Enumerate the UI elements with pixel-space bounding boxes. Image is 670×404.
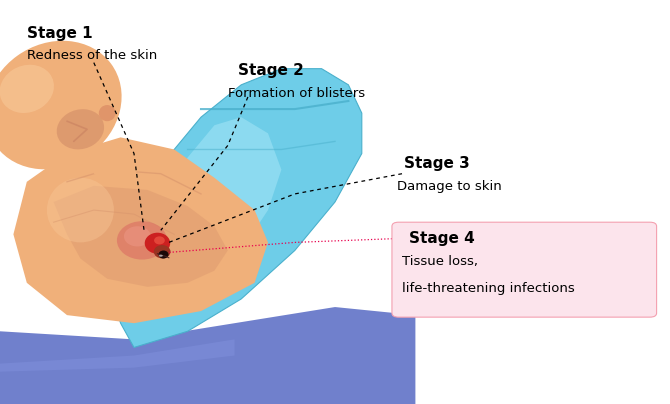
Ellipse shape — [99, 105, 116, 121]
Polygon shape — [94, 145, 141, 182]
Text: Stage 2: Stage 2 — [238, 63, 304, 78]
Ellipse shape — [154, 236, 165, 244]
Text: Stage 4: Stage 4 — [409, 231, 474, 246]
Text: Damage to skin: Damage to skin — [397, 180, 502, 193]
Polygon shape — [147, 117, 281, 291]
Ellipse shape — [0, 65, 54, 113]
Text: life-threatening infections: life-threatening infections — [402, 282, 575, 295]
Text: Stage 3: Stage 3 — [404, 156, 470, 170]
Text: Stage 1: Stage 1 — [27, 26, 92, 41]
Ellipse shape — [117, 221, 168, 259]
Polygon shape — [0, 339, 234, 372]
Ellipse shape — [47, 178, 114, 242]
Ellipse shape — [159, 255, 163, 257]
Text: Formation of blisters: Formation of blisters — [228, 87, 365, 100]
Ellipse shape — [57, 109, 104, 149]
Ellipse shape — [124, 226, 151, 246]
Text: Tissue loss,: Tissue loss, — [402, 255, 478, 268]
Polygon shape — [54, 186, 228, 287]
Ellipse shape — [145, 233, 170, 254]
FancyBboxPatch shape — [392, 222, 657, 317]
Ellipse shape — [0, 41, 121, 169]
Polygon shape — [0, 307, 415, 404]
Text: Redness of the skin: Redness of the skin — [27, 49, 157, 62]
Ellipse shape — [154, 245, 170, 259]
Polygon shape — [13, 137, 268, 323]
Ellipse shape — [159, 250, 169, 259]
Polygon shape — [107, 69, 362, 347]
